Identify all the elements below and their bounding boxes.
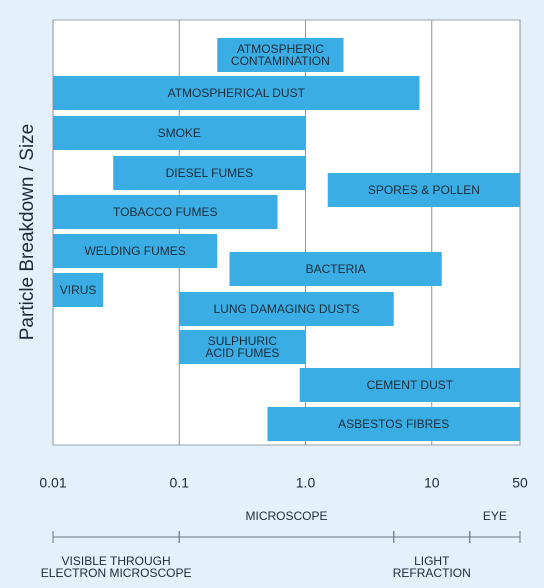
bar: [299, 368, 520, 402]
bar: [53, 273, 104, 307]
range-label: LIGHT REFRACTION: [393, 554, 471, 580]
bar-label-line: ATMOSPHERIC: [237, 42, 324, 56]
x-tick-label: 50: [512, 475, 528, 491]
bar-label: ATMOSPHERIC CONTAMINATION: [231, 42, 330, 68]
bar: [53, 116, 306, 150]
bar-label: BACTERIA: [306, 262, 366, 276]
x-tick-label: 0.1: [170, 475, 190, 491]
bar: [53, 76, 420, 110]
x-tick-label: 1.0: [296, 475, 316, 491]
range-label: MICROSCOPE: [245, 509, 327, 523]
bar: [267, 407, 520, 441]
y-axis-title: Particle Breakdown / Size: [17, 124, 38, 341]
range-label-line: REFRACTION: [393, 566, 471, 580]
bar: [179, 330, 306, 364]
x-tick-label: 10: [424, 475, 440, 491]
bar-label: ASBESTOS FIBRES: [338, 417, 449, 431]
bar-label: ATMOSPHERICAL DUST: [168, 86, 306, 100]
bar-label: LUNG DAMAGING DUSTS: [213, 302, 359, 316]
range-label: VISIBLE THROUGH ELECTRON MICROSCOPE: [41, 554, 192, 580]
bar-label-line: CONTAMINATION: [231, 54, 330, 68]
range-label-line: ELECTRON MICROSCOPE: [41, 566, 192, 580]
bar: [53, 234, 218, 268]
bar: [53, 195, 278, 229]
bar-label: WELDING FUMES: [84, 244, 185, 258]
bar: [327, 173, 520, 207]
bar-label-line: ACID FUMES: [205, 346, 279, 360]
range-label-line: LIGHT: [414, 554, 450, 568]
range-label-line: VISIBLE THROUGH: [62, 554, 171, 568]
bar-label: TOBACCO FUMES: [113, 205, 217, 219]
bar-label: SPORES & POLLEN: [368, 183, 480, 197]
bar-label: VIRUS: [60, 283, 97, 297]
x-tick-label: 0.01: [39, 475, 66, 491]
range-label: EYE: [483, 509, 507, 523]
bar-label: DIESEL FUMES: [166, 166, 254, 180]
bar: [229, 252, 442, 286]
bar-label: SULPHURIC ACID FUMES: [205, 334, 279, 360]
bar: [179, 292, 394, 326]
bar-label-line: SULPHURIC: [208, 334, 278, 348]
bar-label: SMOKE: [158, 126, 201, 140]
bar-label: CEMENT DUST: [367, 378, 454, 392]
bar: [217, 38, 344, 72]
bar: [113, 156, 306, 190]
